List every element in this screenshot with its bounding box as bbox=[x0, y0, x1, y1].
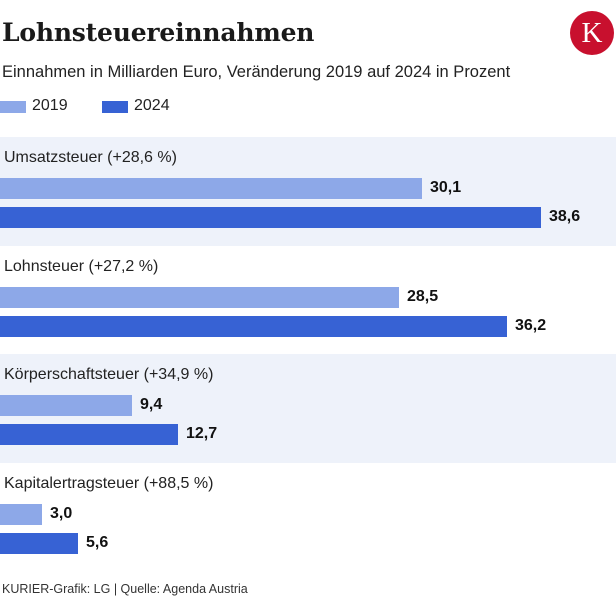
data-label-kapitalertragsteuer-2019: 3,0 bbox=[50, 505, 73, 522]
data-label-körperschaftsteuer-2019: 9,4 bbox=[140, 396, 163, 413]
data-label-körperschaftsteuer-2024: 12,7 bbox=[186, 425, 218, 442]
category-label-lohnsteuer: Lohnsteuer (+27,2 %) bbox=[4, 258, 159, 275]
bar-kapitalertragsteuer-2024 bbox=[0, 533, 78, 554]
legend-label-2024: 2024 bbox=[134, 97, 170, 114]
data-label-umsatzsteuer-2019: 30,1 bbox=[430, 179, 462, 196]
category-label-körperschaftsteuer: Körperschaftsteuer (+34,9 %) bbox=[4, 366, 214, 383]
bar-umsatzsteuer-2024 bbox=[0, 207, 541, 228]
bar-körperschaftsteuer-2019 bbox=[0, 395, 132, 416]
bar-kapitalertragsteuer-2019 bbox=[0, 504, 42, 525]
bar-lohnsteuer-2024 bbox=[0, 316, 507, 337]
kurier-logo: K bbox=[570, 11, 614, 55]
kurier-logo-letter: K bbox=[581, 17, 603, 49]
data-label-kapitalertragsteuer-2024: 5,6 bbox=[86, 534, 109, 551]
data-label-lohnsteuer-2019: 28,5 bbox=[407, 288, 439, 305]
bar-umsatzsteuer-2019 bbox=[0, 178, 422, 199]
legend-swatch-2024 bbox=[102, 101, 128, 113]
data-label-umsatzsteuer-2024: 38,6 bbox=[549, 208, 581, 225]
category-label-umsatzsteuer: Umsatzsteuer (+28,6 %) bbox=[4, 149, 177, 166]
chart-subtitle: Einnahmen in Milliarden Euro, Veränderun… bbox=[2, 63, 511, 81]
legend-label-2019: 2019 bbox=[32, 97, 68, 114]
source-footer: KURIER-Grafik: LG | Quelle: Agenda Austr… bbox=[2, 582, 248, 596]
bar-lohnsteuer-2019 bbox=[0, 287, 399, 308]
chart-title: Lohnsteuereinnahmen bbox=[2, 18, 315, 47]
legend-swatch-2019 bbox=[0, 101, 26, 113]
bar-körperschaftsteuer-2024 bbox=[0, 424, 178, 445]
category-label-kapitalertragsteuer: Kapitalertragsteuer (+88,5 %) bbox=[4, 475, 214, 492]
data-label-lohnsteuer-2024: 36,2 bbox=[515, 317, 547, 334]
